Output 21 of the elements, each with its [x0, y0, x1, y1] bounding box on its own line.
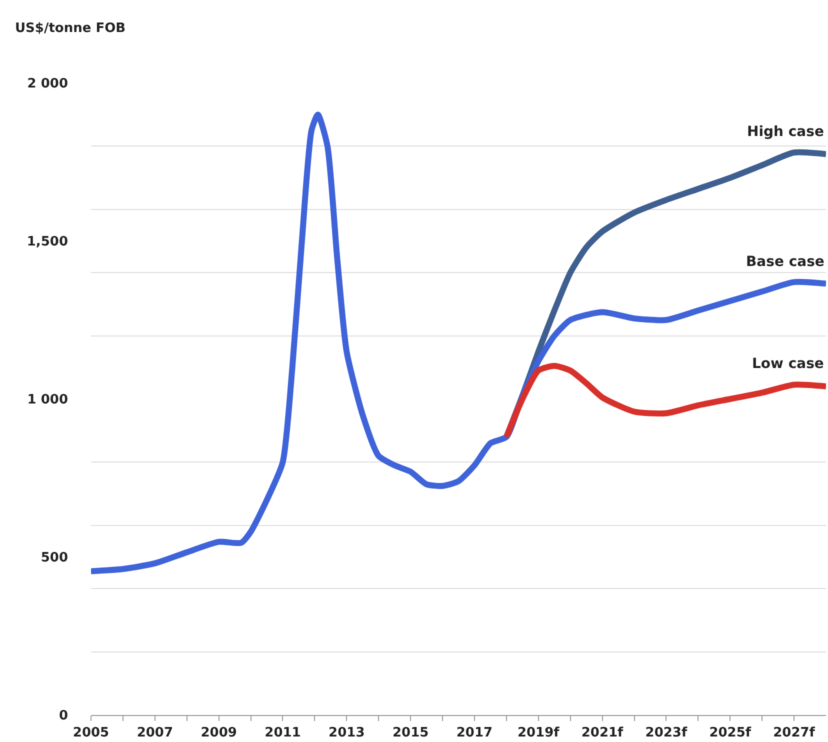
y-axis-title: US$/tonne FOB: [15, 21, 126, 36]
series-label: High case: [747, 124, 824, 140]
x-tick-label: 2025f: [709, 726, 752, 741]
x-tick-label: 2013: [328, 726, 365, 741]
x-tick-label: 2023f: [645, 726, 688, 741]
x-tick-label: 2021f: [581, 726, 624, 741]
series-label: Low case: [752, 356, 824, 372]
x-tick-label: 2019f: [517, 726, 560, 741]
x-tick-label: 2015: [392, 726, 429, 741]
x-tick-label: 2009: [200, 726, 237, 741]
x-tick-label: 2005: [72, 726, 110, 741]
y-tick-label: 0: [58, 708, 68, 724]
series-label: Base case: [746, 254, 824, 270]
x-tick-label: 2007: [136, 726, 174, 741]
y-tick-label: 500: [40, 550, 68, 566]
x-tick-label: 2011: [264, 726, 301, 741]
y-tick-label: 2 000: [27, 76, 68, 92]
y-tick-label: 1 000: [27, 392, 68, 408]
x-tick-label: 2027f: [773, 726, 816, 741]
y-tick-label: 1,500: [26, 234, 68, 250]
x-tick-label: 2017: [456, 726, 493, 741]
